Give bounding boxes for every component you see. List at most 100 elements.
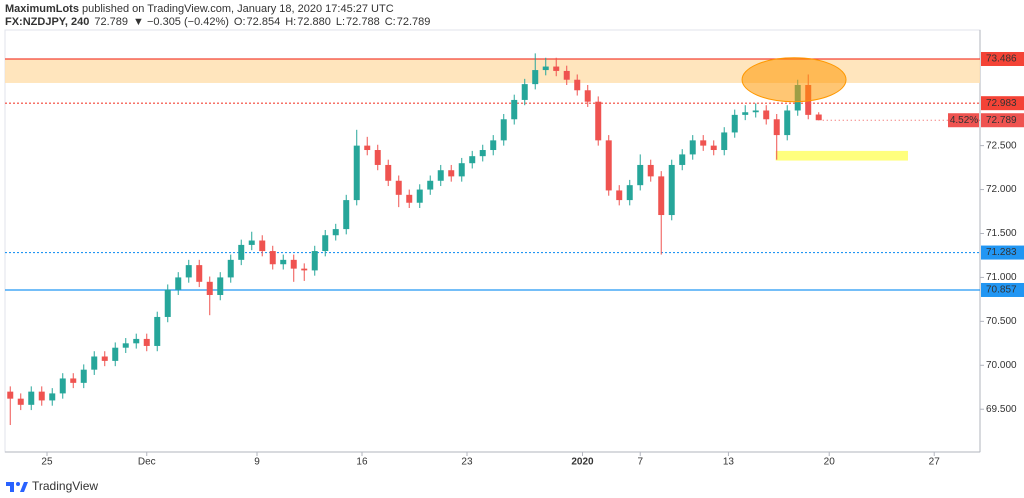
candle-body [532, 70, 539, 85]
candle-body [49, 393, 56, 401]
candle-body [311, 251, 318, 271]
candle-body [448, 170, 455, 177]
candle-body [238, 244, 245, 260]
candle-body [259, 240, 266, 252]
header-field: O: [234, 16, 246, 28]
candle-body [658, 176, 665, 216]
candle-body [521, 84, 528, 100]
published-info: published on TradingView.com, January 18… [82, 3, 394, 15]
candle-body [17, 398, 24, 405]
publisher: MaximumLots [5, 3, 79, 15]
x-tick-label: 25 [41, 457, 53, 468]
candle-body [269, 251, 276, 265]
candle-body [553, 66, 560, 71]
candle-body [595, 101, 602, 141]
candle-body [500, 119, 507, 141]
logo [6, 482, 28, 492]
x-tick-label: 13 [723, 457, 735, 468]
zone [775, 150, 908, 161]
change-tag [948, 113, 979, 128]
candle-body [38, 391, 45, 401]
candle-body [668, 164, 675, 216]
candle-body [731, 114, 738, 133]
candle-body [542, 66, 549, 71]
candle-body [343, 200, 350, 230]
y-tick-label: 69.500 [986, 404, 1017, 415]
candle-body [437, 170, 444, 181]
price-level-tag [981, 245, 1024, 260]
candle-body [185, 265, 192, 278]
candle-body [563, 70, 570, 80]
x-tick-label: 23 [461, 457, 473, 468]
candle-body [616, 190, 623, 201]
y-tick-label: 71.000 [986, 272, 1017, 283]
candle-body [605, 140, 612, 191]
y-tick-label: 70.000 [986, 360, 1017, 371]
candle-body [248, 240, 255, 245]
candle-body [322, 235, 329, 252]
header-field: ▼ −0.305 (−0.42%) [133, 16, 229, 28]
candle-body [196, 265, 203, 282]
candle-body [80, 369, 87, 383]
price-level-label: 71.283 [986, 247, 1017, 258]
candle-body [700, 140, 707, 146]
x-tick-label: 2020 [571, 457, 594, 468]
candle-body [301, 268, 308, 271]
x-tick-label: 7 [637, 457, 643, 468]
candle-body [406, 194, 413, 203]
change-label: 4.52% [950, 115, 978, 126]
x-tick-label: Dec [138, 457, 156, 468]
y-tick-label: 72.500 [986, 140, 1017, 151]
x-tick-label: 16 [356, 457, 368, 468]
last-price-tag [981, 113, 1024, 128]
candle-body [752, 110, 759, 113]
header-field: 72.854 [247, 16, 281, 28]
last-price-label: 72.789 [986, 115, 1017, 126]
header-field: 72.788 [346, 16, 380, 28]
candle-body [469, 156, 476, 164]
candle-body [626, 185, 633, 201]
candle-body [763, 110, 770, 120]
candle-body [742, 112, 749, 115]
candle-body [721, 132, 728, 151]
footer-brand: TradingView [32, 479, 98, 493]
candle-body [217, 277, 224, 295]
price-level-tag [981, 51, 1024, 66]
candle-body [143, 338, 150, 346]
candle-body [101, 356, 108, 361]
candle-body [353, 145, 360, 201]
candle-body [280, 259, 287, 265]
y-tick-label: 70.500 [986, 316, 1017, 327]
candle-body [395, 180, 402, 195]
candle-body [416, 189, 423, 203]
price-level-label: 72.983 [986, 98, 1017, 109]
y-tick-label: 71.500 [986, 228, 1017, 239]
candle-body [637, 164, 644, 186]
candle-body [458, 163, 465, 177]
x-tick-label: 27 [929, 457, 941, 468]
header-field: C: [385, 16, 396, 28]
candle-body [479, 150, 486, 157]
header-field: H: [285, 16, 296, 28]
candle-body [332, 229, 339, 236]
candle-body [784, 110, 791, 136]
candle-body [290, 259, 297, 269]
candle-body [584, 90, 591, 102]
zone [5, 58, 980, 83]
candle-body [7, 391, 14, 399]
header-field: L: [336, 16, 345, 28]
candle-body [773, 119, 780, 136]
candle-body [154, 316, 161, 346]
candle-body [574, 79, 581, 91]
candle-body [227, 259, 234, 278]
header-field: 72.880 [297, 16, 331, 28]
price-level-label: 70.857 [986, 285, 1017, 296]
candle-body [70, 378, 77, 383]
symbol-info: FX:NZDJPY, 240 72.789 ▼ −0.305 (−0.42%) O: 7… [5, 16, 430, 28]
header-field: FX:NZDJPY, 240 [5, 16, 89, 28]
candle-body [427, 180, 434, 190]
candle-body [374, 150, 381, 165]
candle-body [364, 145, 371, 151]
